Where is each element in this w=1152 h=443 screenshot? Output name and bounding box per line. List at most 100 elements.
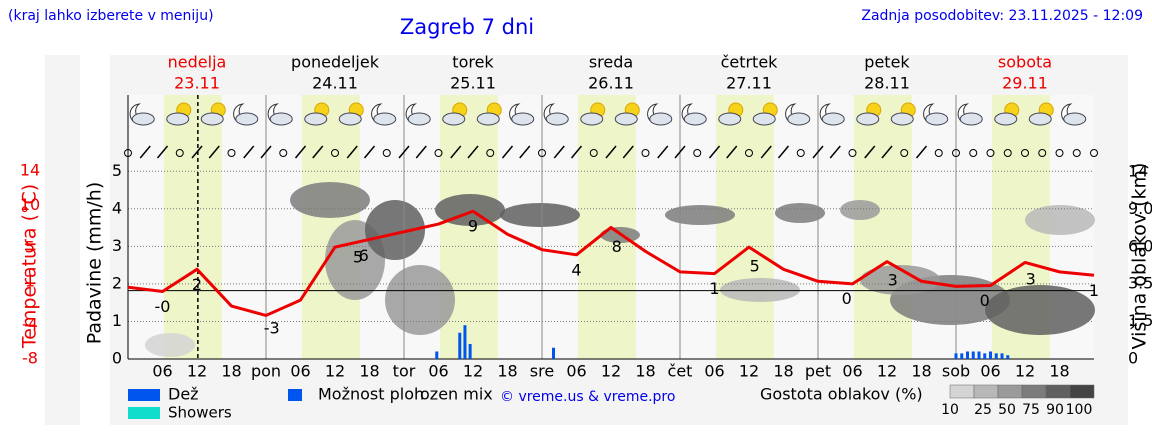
- menu-note: (kraj lahko izberete v meniju): [8, 8, 214, 24]
- wind-barb: [812, 145, 824, 159]
- x-tick-label: 06: [290, 362, 310, 381]
- cloud-icon: [476, 112, 500, 126]
- precipitation-bar: [966, 351, 969, 359]
- precipitation-bar: [1006, 355, 1010, 359]
- cloud-density: [1025, 205, 1095, 235]
- x-tick-label: čet: [668, 362, 693, 381]
- x-tick-label: pet: [805, 362, 831, 381]
- x-tick-label: 18: [635, 362, 655, 381]
- cloud-density: [840, 200, 880, 220]
- cloud-density: [775, 203, 825, 223]
- plot-area: nedelja 23.11 ponedeljek 24.11 torek 25.11 sre…: [20, 53, 1152, 422]
- wind-calm: [1003, 149, 1012, 157]
- cloud-density: [720, 278, 800, 302]
- cloud-scale-box: [1045, 384, 1071, 399]
- temperature-label: 5: [750, 256, 760, 275]
- x-tick-label: 06: [152, 362, 172, 381]
- x-tick-label: 06: [980, 362, 1000, 381]
- wind-calm: [1021, 149, 1029, 157]
- wind-calm: [227, 149, 236, 157]
- cloud-scale-label: 75: [1022, 402, 1040, 418]
- wind-barb: [294, 145, 307, 159]
- x-tick-label: pon: [251, 362, 281, 381]
- precipitation-bar: [954, 353, 958, 359]
- cloud-icon: [787, 112, 811, 126]
- cloud-icon: [304, 112, 328, 126]
- temperature-label: 4: [571, 260, 581, 279]
- x-tick-label: 18: [221, 362, 241, 381]
- wind-barb: [415, 145, 427, 159]
- y2-tick-label: -8: [22, 349, 38, 368]
- wind-barb: [622, 145, 634, 159]
- cloud-scale-box: [973, 384, 999, 399]
- precipitation-bar: [468, 343, 472, 359]
- wind-calm: [486, 149, 495, 157]
- cloud-scale-label: 50: [998, 402, 1016, 418]
- day-date: 23.11: [174, 74, 220, 93]
- y-tick-label: 3: [112, 236, 122, 255]
- wind-barb: [760, 145, 772, 159]
- wind-barb: [156, 145, 169, 159]
- wind-calm: [693, 149, 702, 157]
- wind-barb: [657, 145, 669, 159]
- wind-barb: [777, 145, 790, 159]
- wind-calm: [952, 149, 960, 157]
- legend-label: Možnost ploh: [318, 385, 424, 404]
- x-tick-label: 18: [773, 362, 793, 381]
- y-tick-label: 5: [112, 161, 122, 180]
- cloud-icon: [856, 112, 880, 126]
- wind-calm: [900, 149, 909, 157]
- wind-barb: [726, 145, 738, 159]
- y2-tick-label: 10: [20, 195, 40, 214]
- wind-barb: [398, 145, 410, 159]
- daylight-band: [715, 95, 774, 359]
- x-tick-label: 12: [601, 362, 621, 381]
- day-name: torek: [452, 53, 494, 72]
- cloud-icon: [235, 112, 259, 126]
- wind-calm: [175, 149, 184, 157]
- x-tick-label: sob: [942, 362, 970, 381]
- wind-calm: [848, 149, 857, 157]
- cloud-icon: [580, 112, 604, 126]
- temperature-label: 2: [192, 275, 202, 294]
- cloud-icon: [718, 112, 742, 126]
- temperature-label: 5: [353, 247, 363, 266]
- cloud-scale-label: 100: [1066, 402, 1093, 418]
- wind-calm: [745, 149, 753, 157]
- y2-tick-label: 14: [20, 161, 40, 180]
- temperature-axis-label: Temperatura (°C): [19, 184, 41, 349]
- legend-swatch: [288, 389, 302, 401]
- temperature-label: 6: [359, 246, 369, 265]
- precipitation-bar: [994, 353, 998, 359]
- day-date: 25.11: [450, 74, 496, 93]
- wind-calm: [279, 149, 288, 157]
- wind-calm: [1072, 149, 1081, 157]
- cloud-icon: [683, 112, 707, 126]
- y-tick-label: 1: [112, 311, 122, 330]
- wind-barb: [519, 145, 531, 159]
- cloud-icon: [1028, 112, 1052, 126]
- temperature-label: 1: [1089, 281, 1099, 300]
- daylight-band: [853, 95, 912, 359]
- temperature-label: 3: [1026, 270, 1036, 289]
- x-tick-label: 18: [911, 362, 931, 381]
- cloud-icon: [614, 112, 638, 126]
- credit: © vreme.us & vreme.pro: [500, 389, 675, 405]
- wind-barb: [829, 145, 841, 159]
- y2-tick-label: -4: [22, 314, 38, 333]
- precipitation-bar: [989, 351, 992, 359]
- temperature-label: 0: [980, 291, 990, 310]
- y-tick-label: 4: [112, 198, 122, 217]
- cloud-scale-title: Gostota oblakov (%): [760, 385, 923, 404]
- wind-calm: [1090, 149, 1098, 157]
- wind-barb: [605, 145, 617, 159]
- temperature-label: 0: [842, 289, 852, 308]
- wind-calm: [434, 149, 443, 157]
- wind-calm: [382, 149, 391, 157]
- day-name: ponedeljek: [291, 53, 380, 72]
- cloud-icon: [925, 112, 949, 126]
- wind-barb: [864, 145, 876, 159]
- temperature-label: -3: [264, 318, 280, 337]
- y2-tick-label: 1: [25, 272, 35, 291]
- day-name: nedelja: [168, 53, 227, 72]
